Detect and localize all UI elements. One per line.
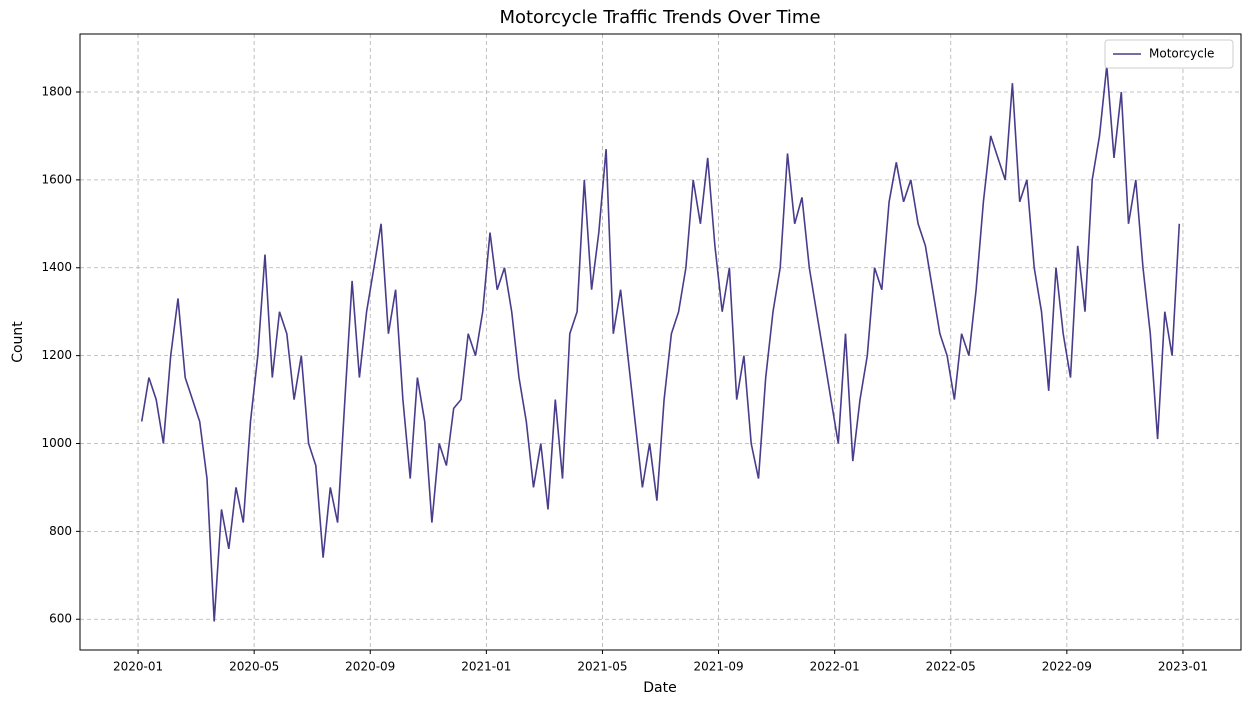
- y-tick-label: 1200: [41, 348, 72, 362]
- x-tick-label: 2021-05: [577, 660, 627, 674]
- x-tick-label: 2022-01: [810, 660, 860, 674]
- x-tick-label: 2020-05: [229, 660, 279, 674]
- data-line: [140, 65, 1181, 622]
- y-axis-label: Count: [10, 321, 26, 363]
- x-tick-label: 2021-09: [693, 660, 743, 674]
- y-tick-label: 1000: [41, 436, 72, 450]
- x-tick-label: 2022-09: [1042, 660, 1092, 674]
- chart-title: Motorcycle Traffic Trends Over Time: [499, 7, 820, 28]
- y-tick-label: 600: [49, 612, 72, 626]
- legend-label: Motorcycle: [1149, 47, 1214, 61]
- x-tick-label: 2020-09: [345, 660, 395, 674]
- x-tick-label: 2023-01: [1158, 660, 1208, 674]
- y-tick-label: 1800: [41, 84, 72, 98]
- x-tick-label: 2022-05: [926, 660, 976, 674]
- plot-frame: [79, 33, 1242, 651]
- legend-box: [1104, 39, 1234, 69]
- y-tick-label: 1400: [41, 260, 72, 274]
- x-axis-label: Date: [643, 680, 676, 696]
- y-tick-label: 800: [49, 524, 72, 538]
- x-tick-label: 2020-01: [113, 660, 163, 674]
- y-tick-label: 1600: [41, 172, 72, 186]
- x-tick-label: 2021-01: [461, 660, 511, 674]
